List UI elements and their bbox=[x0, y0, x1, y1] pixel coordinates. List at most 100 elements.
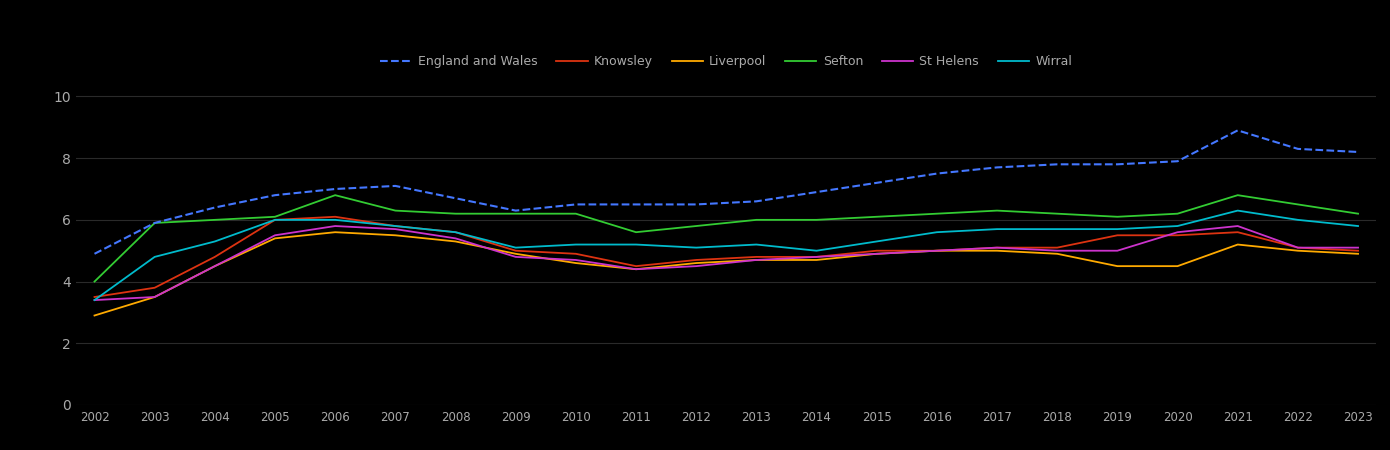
Knowsley bbox=[988, 245, 1005, 250]
Sefton bbox=[1049, 211, 1066, 216]
Knowsley bbox=[1049, 245, 1066, 250]
Legend: England and Wales, Knowsley, Liverpool, Sefton, St Helens, Wirral: England and Wales, Knowsley, Liverpool, … bbox=[381, 55, 1072, 68]
Wirral bbox=[988, 226, 1005, 232]
St Helens bbox=[507, 254, 524, 260]
Sefton bbox=[448, 211, 464, 216]
St Helens bbox=[207, 263, 224, 269]
Wirral bbox=[748, 242, 765, 247]
England and Wales bbox=[1049, 162, 1066, 167]
St Helens bbox=[748, 257, 765, 263]
Liverpool bbox=[1350, 251, 1366, 256]
Knowsley bbox=[567, 251, 584, 256]
Knowsley bbox=[869, 248, 885, 253]
Sefton bbox=[146, 220, 163, 225]
St Helens bbox=[688, 263, 705, 269]
England and Wales bbox=[628, 202, 645, 207]
Knowsley bbox=[86, 294, 103, 300]
Knowsley bbox=[1109, 233, 1126, 238]
Wirral bbox=[1229, 208, 1245, 213]
Liverpool bbox=[1049, 251, 1066, 256]
Liverpool bbox=[869, 251, 885, 256]
St Helens bbox=[1229, 223, 1245, 229]
Line: Knowsley: Knowsley bbox=[95, 217, 1358, 297]
St Helens bbox=[1350, 245, 1366, 250]
St Helens bbox=[929, 248, 945, 253]
Sefton bbox=[808, 217, 824, 223]
Wirral bbox=[1109, 226, 1126, 232]
St Helens bbox=[327, 223, 343, 229]
Knowsley bbox=[386, 223, 403, 229]
Liverpool bbox=[988, 248, 1005, 253]
Sefton bbox=[1169, 211, 1186, 216]
Sefton bbox=[567, 211, 584, 216]
Sefton bbox=[207, 217, 224, 223]
Knowsley bbox=[1229, 230, 1245, 235]
England and Wales bbox=[688, 202, 705, 207]
Wirral bbox=[869, 239, 885, 244]
Liverpool bbox=[1290, 248, 1307, 253]
Wirral bbox=[929, 230, 945, 235]
Knowsley bbox=[1169, 233, 1186, 238]
Liverpool bbox=[1169, 263, 1186, 269]
Sefton bbox=[628, 230, 645, 235]
England and Wales bbox=[207, 205, 224, 210]
England and Wales bbox=[1290, 146, 1307, 152]
St Helens bbox=[386, 226, 403, 232]
Wirral bbox=[386, 223, 403, 229]
England and Wales bbox=[1169, 158, 1186, 164]
Sefton bbox=[988, 208, 1005, 213]
England and Wales bbox=[1109, 162, 1126, 167]
Knowsley bbox=[207, 254, 224, 260]
Liverpool bbox=[748, 257, 765, 263]
Liverpool bbox=[207, 263, 224, 269]
Sefton bbox=[267, 214, 284, 220]
Sefton bbox=[929, 211, 945, 216]
Sefton bbox=[1290, 202, 1307, 207]
St Helens bbox=[1049, 248, 1066, 253]
Knowsley bbox=[748, 254, 765, 260]
Knowsley bbox=[808, 254, 824, 260]
Wirral bbox=[448, 230, 464, 235]
Knowsley bbox=[267, 217, 284, 223]
Liverpool bbox=[507, 251, 524, 256]
Liverpool bbox=[86, 313, 103, 318]
England and Wales bbox=[507, 208, 524, 213]
Liverpool bbox=[267, 236, 284, 241]
England and Wales bbox=[267, 193, 284, 198]
St Helens bbox=[869, 251, 885, 256]
Knowsley bbox=[146, 285, 163, 290]
Sefton bbox=[748, 217, 765, 223]
Wirral bbox=[327, 217, 343, 223]
England and Wales bbox=[386, 183, 403, 189]
St Helens bbox=[567, 257, 584, 263]
Wirral bbox=[1350, 223, 1366, 229]
Line: Liverpool: Liverpool bbox=[95, 232, 1358, 315]
Wirral bbox=[808, 248, 824, 253]
Sefton bbox=[1109, 214, 1126, 220]
Liverpool bbox=[808, 257, 824, 263]
Wirral bbox=[86, 297, 103, 303]
Wirral bbox=[1169, 223, 1186, 229]
Knowsley bbox=[1290, 245, 1307, 250]
Knowsley bbox=[448, 230, 464, 235]
Liverpool bbox=[929, 248, 945, 253]
England and Wales bbox=[929, 171, 945, 176]
St Helens bbox=[267, 233, 284, 238]
England and Wales bbox=[869, 180, 885, 185]
Liverpool bbox=[1229, 242, 1245, 247]
Sefton bbox=[1350, 211, 1366, 216]
Liverpool bbox=[327, 230, 343, 235]
Wirral bbox=[146, 254, 163, 260]
Liverpool bbox=[567, 261, 584, 266]
St Helens bbox=[1290, 245, 1307, 250]
Knowsley bbox=[1350, 248, 1366, 253]
Liverpool bbox=[448, 239, 464, 244]
Wirral bbox=[267, 217, 284, 223]
England and Wales bbox=[448, 196, 464, 201]
Liverpool bbox=[386, 233, 403, 238]
Sefton bbox=[327, 193, 343, 198]
England and Wales bbox=[567, 202, 584, 207]
Wirral bbox=[567, 242, 584, 247]
St Helens bbox=[808, 254, 824, 260]
Wirral bbox=[507, 245, 524, 250]
